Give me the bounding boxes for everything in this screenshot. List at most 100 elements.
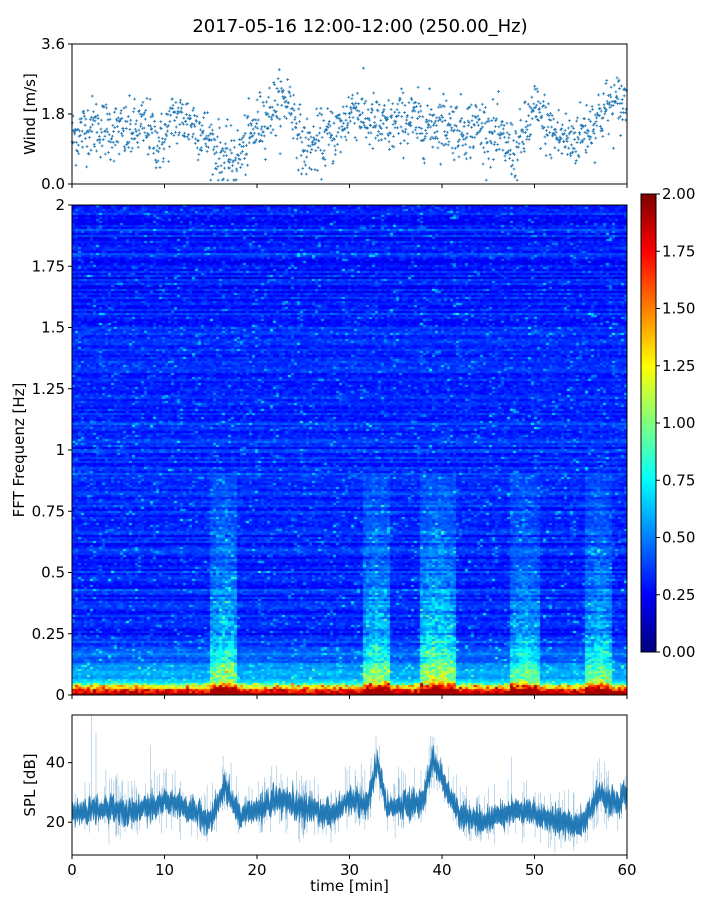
wind-data-point — [474, 105, 478, 109]
wind-data-point — [272, 108, 276, 112]
wind-data-point — [228, 148, 232, 152]
wind-data-point — [400, 87, 403, 91]
wind-data-point — [262, 104, 266, 108]
wind-data-point — [76, 143, 80, 147]
wind-data-point — [549, 156, 553, 160]
wind-data-point — [308, 144, 312, 148]
wind-data-point — [174, 131, 177, 134]
wind-data-point — [474, 103, 477, 107]
wind-data-point — [540, 124, 544, 128]
wind-data-point — [560, 152, 564, 155]
wind-data-point — [593, 122, 596, 126]
wind-data-point — [541, 99, 545, 103]
wind-data-point — [298, 112, 302, 116]
wind-data-point — [246, 163, 250, 167]
wind-data-point — [553, 133, 557, 137]
wind-data-point — [362, 121, 366, 125]
wind-data-point — [212, 145, 216, 149]
wind-data-point — [438, 116, 441, 120]
wind-data-point — [319, 148, 322, 152]
wind-data-point — [498, 136, 502, 140]
wind-data-point — [545, 129, 548, 132]
wind-data-point — [415, 132, 419, 136]
wind-data-point — [363, 102, 366, 106]
wind-data-point — [615, 94, 619, 98]
wind-data-point — [396, 114, 400, 118]
wind-data-point — [323, 130, 326, 134]
wind-data-point — [299, 136, 303, 140]
wind-data-point — [372, 91, 376, 95]
wind-data-point — [440, 142, 444, 146]
wind-data-point — [474, 116, 478, 120]
wind-data-point — [130, 146, 134, 150]
wind-data-point — [557, 148, 560, 152]
wind-data-point — [606, 94, 610, 98]
wind-data-point — [458, 129, 462, 133]
wind-data-point — [482, 146, 485, 150]
wind-data-point — [363, 125, 367, 129]
wind-data-point — [204, 137, 208, 140]
wind-data-point — [109, 140, 113, 144]
wind-data-point — [380, 132, 384, 136]
wind-data-point — [120, 131, 123, 135]
wind-data-point — [524, 119, 528, 123]
wind-data-point — [597, 103, 601, 107]
wind-data-point — [179, 98, 183, 102]
wind-data-point — [137, 109, 141, 113]
wind-data-point — [569, 154, 573, 158]
wind-data-point — [279, 80, 283, 83]
wind-data-point — [374, 123, 378, 127]
wind-data-point — [250, 123, 253, 127]
wind-data-point — [108, 112, 112, 116]
wind-data-point — [436, 146, 440, 150]
wind-data-point — [405, 114, 409, 117]
wind-data-point — [589, 135, 593, 139]
wind-data-point — [173, 119, 177, 122]
wind-data-point — [274, 110, 278, 113]
wind-data-point — [256, 110, 260, 114]
wind-data-point — [131, 131, 135, 135]
wind-data-point — [106, 118, 110, 122]
wind-data-point — [452, 110, 456, 114]
wind-data-point — [191, 109, 195, 112]
wind-data-point — [478, 128, 482, 132]
wind-data-point — [98, 141, 102, 145]
wind-data-point — [82, 114, 86, 118]
wind-data-point — [319, 177, 323, 181]
wind-data-point — [342, 111, 346, 115]
wind-data-point — [571, 150, 575, 154]
wind-data-point — [417, 110, 420, 114]
wind-data-point — [492, 116, 496, 120]
wind-data-point — [135, 119, 139, 123]
wind-data-point — [585, 131, 589, 135]
wind-data-point — [270, 118, 274, 122]
wind-data-point — [152, 146, 156, 150]
wind-data-point — [191, 135, 194, 139]
wind-data-point — [584, 148, 588, 152]
wind-data-point — [177, 110, 181, 114]
wind-data-point — [299, 154, 303, 157]
wind-data-point — [235, 169, 239, 173]
wind-data-point — [396, 126, 399, 130]
wind-data-point — [220, 170, 224, 174]
wind-data-point — [481, 125, 485, 129]
wind-data-point — [168, 145, 171, 149]
wind-data-point — [502, 131, 506, 135]
wind-data-point — [489, 165, 493, 169]
wind-data-point — [344, 112, 347, 116]
wind-data-point — [204, 144, 208, 148]
spectrogram-y-axis-label: FFT Frequenz [Hz] — [10, 383, 28, 518]
wind-data-point — [198, 120, 202, 124]
wind-data-point — [425, 118, 428, 122]
wind-data-point — [249, 122, 253, 125]
wind-data-point — [495, 117, 498, 121]
wind-data-point — [351, 116, 355, 120]
wind-data-point — [313, 168, 317, 172]
wind-data-point — [617, 116, 621, 120]
wind-data-point — [397, 132, 401, 135]
wind-data-point — [82, 111, 86, 115]
wind-data-point — [495, 148, 499, 152]
wind-data-point — [438, 118, 442, 122]
wind-data-point — [241, 149, 244, 153]
